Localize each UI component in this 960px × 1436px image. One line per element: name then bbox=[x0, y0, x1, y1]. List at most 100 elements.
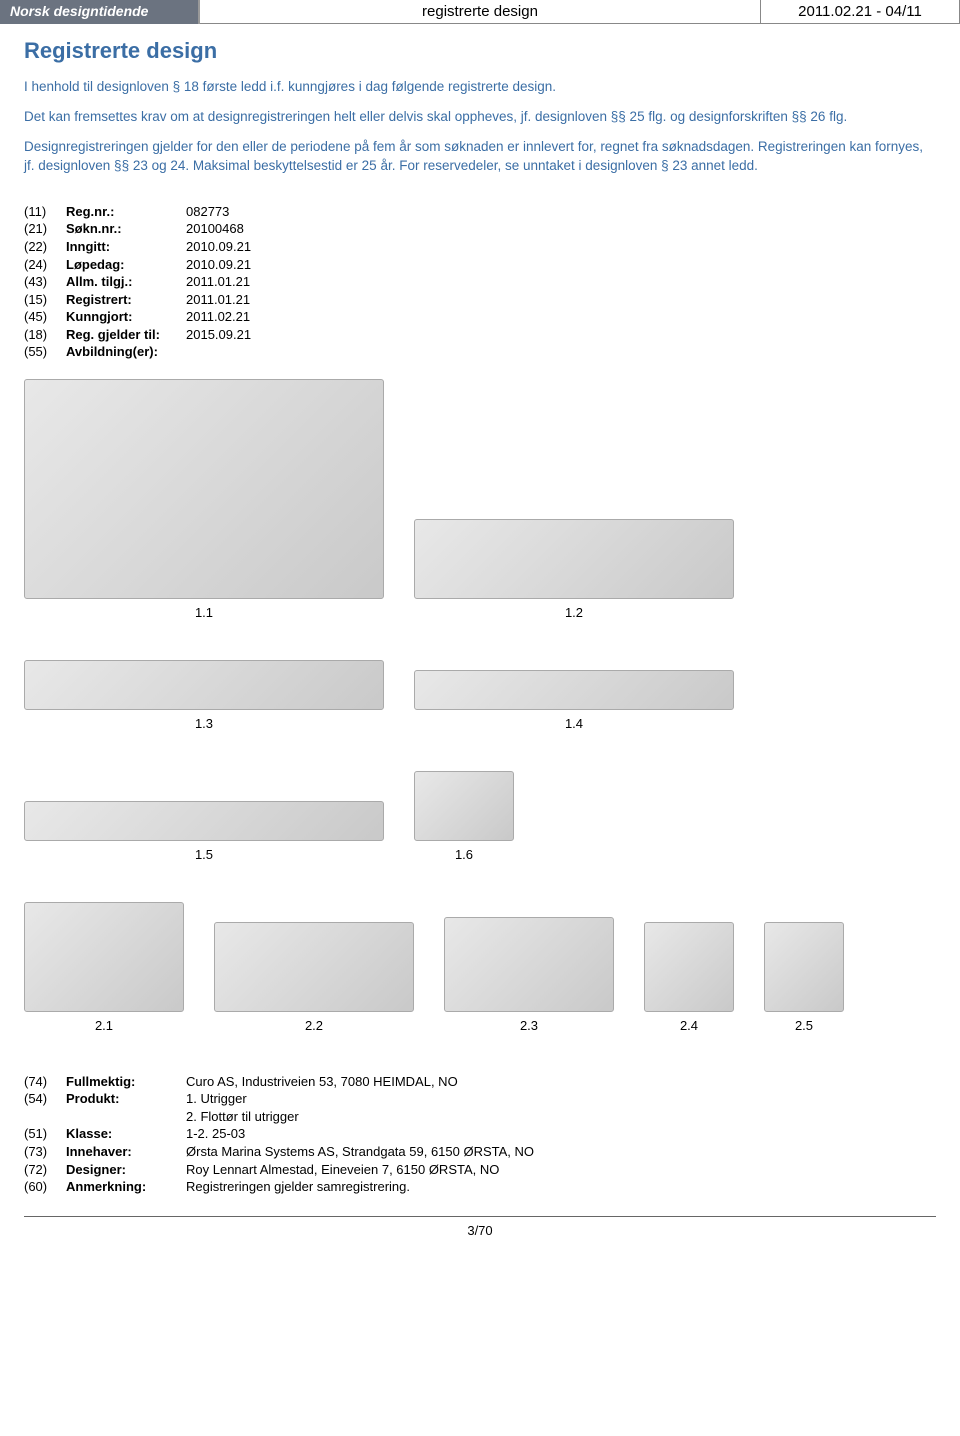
footer-value: Roy Lennart Almestad, Eineveien 7, 6150 … bbox=[186, 1161, 936, 1179]
figure-cell: 2.2 bbox=[214, 922, 414, 1033]
footer-row: (72)Designer:Roy Lennart Almestad, Einev… bbox=[24, 1161, 936, 1179]
figure-image bbox=[414, 670, 734, 710]
figure-image bbox=[24, 902, 184, 1012]
record-row: (24)Løpedag:2010.09.21 bbox=[24, 256, 936, 274]
figure-cell: 1.6 bbox=[414, 771, 514, 862]
figure-cell: 1.3 bbox=[24, 660, 384, 731]
footer-value-line: 2. Flottør til utrigger bbox=[186, 1108, 936, 1126]
record-row: (43)Allm. tilgj.:2011.01.21 bbox=[24, 273, 936, 291]
record-value: 2011.01.21 bbox=[186, 291, 250, 309]
figure-label: 1.4 bbox=[565, 716, 583, 731]
record-code: (18) bbox=[24, 326, 66, 344]
footer-row: (51)Klasse:1-2. 25-03 bbox=[24, 1125, 936, 1143]
figure-cell: 2.5 bbox=[764, 922, 844, 1033]
figure-cell: 2.4 bbox=[644, 922, 734, 1033]
footer-value: Curo AS, Industriveien 53, 7080 HEIMDAL,… bbox=[186, 1073, 936, 1091]
figure-label: 2.5 bbox=[795, 1018, 813, 1033]
record-label: Søkn.nr.: bbox=[66, 220, 186, 238]
record-code: (22) bbox=[24, 238, 66, 256]
record-value: 082773 bbox=[186, 203, 229, 221]
figure-row: 2.1 2.2 2.3 2.4 2.5 bbox=[24, 902, 936, 1033]
figure-label: 2.1 bbox=[95, 1018, 113, 1033]
record-value: 20100468 bbox=[186, 220, 244, 238]
intro-para-3: Designregistreringen gjelder for den ell… bbox=[24, 138, 936, 174]
footer-value-line: 1-2. 25-03 bbox=[186, 1125, 936, 1143]
record-label: Inngitt: bbox=[66, 238, 186, 256]
record-value: 2011.02.21 bbox=[186, 308, 250, 326]
figure-label: 1.3 bbox=[195, 716, 213, 731]
figure-label: 1.5 bbox=[195, 847, 213, 862]
figure-cell: 2.3 bbox=[444, 917, 614, 1033]
figure-row: 1.5 1.6 bbox=[24, 771, 936, 862]
record-label: Avbildning(er): bbox=[66, 343, 186, 361]
record-code: (15) bbox=[24, 291, 66, 309]
figure-label: 1.1 bbox=[195, 605, 213, 620]
figure-label: 1.6 bbox=[455, 847, 473, 862]
record-table: (11)Reg.nr.:082773(21)Søkn.nr.:20100468(… bbox=[24, 203, 936, 361]
record-row: (11)Reg.nr.:082773 bbox=[24, 203, 936, 221]
footer-value-line: Ørsta Marina Systems AS, Strandgata 59, … bbox=[186, 1143, 936, 1161]
figure-cell: 1.1 bbox=[24, 379, 384, 620]
figure-label: 2.4 bbox=[680, 1018, 698, 1033]
footer-value-line: Registreringen gjelder samregistrering. bbox=[186, 1178, 936, 1196]
footer-code: (51) bbox=[24, 1125, 66, 1143]
footer-label: Designer: bbox=[66, 1161, 186, 1179]
figure-cell: 1.5 bbox=[24, 801, 384, 862]
page-body: Registrerte design I henhold til designl… bbox=[0, 38, 960, 1238]
record-row: (45)Kunngjort:2011.02.21 bbox=[24, 308, 936, 326]
record-row: (55)Avbildning(er): bbox=[24, 343, 936, 361]
footer-code: (72) bbox=[24, 1161, 66, 1179]
record-value: 2010.09.21 bbox=[186, 238, 251, 256]
record-row: (21)Søkn.nr.:20100468 bbox=[24, 220, 936, 238]
page-number: 3/70 bbox=[24, 1223, 936, 1238]
record-label: Løpedag: bbox=[66, 256, 186, 274]
footer-value: Registreringen gjelder samregistrering. bbox=[186, 1178, 936, 1196]
figure-image bbox=[24, 379, 384, 599]
record-label: Registrert: bbox=[66, 291, 186, 309]
footer-code: (54) bbox=[24, 1090, 66, 1125]
figure-cell: 2.1 bbox=[24, 902, 184, 1033]
figure-image bbox=[24, 660, 384, 710]
figure-label: 2.3 bbox=[520, 1018, 538, 1033]
footer-value: 1-2. 25-03 bbox=[186, 1125, 936, 1143]
footer-code: (60) bbox=[24, 1178, 66, 1196]
record-label: Reg.nr.: bbox=[66, 203, 186, 221]
record-value: 2011.01.21 bbox=[186, 273, 250, 291]
record-label: Kunngjort: bbox=[66, 308, 186, 326]
figure-label: 2.2 bbox=[305, 1018, 323, 1033]
record-value: 2010.09.21 bbox=[186, 256, 251, 274]
footer-label: Produkt: bbox=[66, 1090, 186, 1125]
figure-image bbox=[414, 519, 734, 599]
record-label: Allm. tilgj.: bbox=[66, 273, 186, 291]
record-label: Reg. gjelder til: bbox=[66, 326, 186, 344]
record-code: (21) bbox=[24, 220, 66, 238]
record-row: (15)Registrert:2011.01.21 bbox=[24, 291, 936, 309]
figure-row: 1.1 1.2 bbox=[24, 379, 936, 620]
figure-image bbox=[214, 922, 414, 1012]
header-center: registrerte design bbox=[200, 0, 760, 24]
header-date: 2011.02.21 - 04/11 bbox=[760, 0, 960, 24]
record-code: (45) bbox=[24, 308, 66, 326]
footer-label: Anmerkning: bbox=[66, 1178, 186, 1196]
figure-label: 1.2 bbox=[565, 605, 583, 620]
footer-row: (60)Anmerkning:Registreringen gjelder sa… bbox=[24, 1178, 936, 1196]
footer-value-line: Roy Lennart Almestad, Eineveien 7, 6150 … bbox=[186, 1161, 936, 1179]
footer-row: (73)Innehaver:Ørsta Marina Systems AS, S… bbox=[24, 1143, 936, 1161]
intro-para-1: I henhold til designloven § 18 første le… bbox=[24, 78, 936, 96]
figure-image bbox=[764, 922, 844, 1012]
page-header: Norsk designtidende registrerte design 2… bbox=[0, 0, 960, 24]
intro-para-2: Det kan fremsettes krav om at designregi… bbox=[24, 108, 936, 126]
footer-label: Klasse: bbox=[66, 1125, 186, 1143]
record-code: (55) bbox=[24, 343, 66, 361]
footer-label: Fullmektig: bbox=[66, 1073, 186, 1091]
brand-title: Norsk designtidende bbox=[0, 0, 200, 24]
footer-rule bbox=[24, 1216, 936, 1217]
figure-image bbox=[444, 917, 614, 1012]
footer-value-line: 1. Utrigger bbox=[186, 1090, 936, 1108]
footer-table: (74)Fullmektig:Curo AS, Industriveien 53… bbox=[24, 1073, 936, 1196]
record-code: (43) bbox=[24, 273, 66, 291]
figure-cell: 1.4 bbox=[414, 670, 734, 731]
record-code: (24) bbox=[24, 256, 66, 274]
footer-value-line: Curo AS, Industriveien 53, 7080 HEIMDAL,… bbox=[186, 1073, 936, 1091]
record-code: (11) bbox=[24, 203, 66, 221]
